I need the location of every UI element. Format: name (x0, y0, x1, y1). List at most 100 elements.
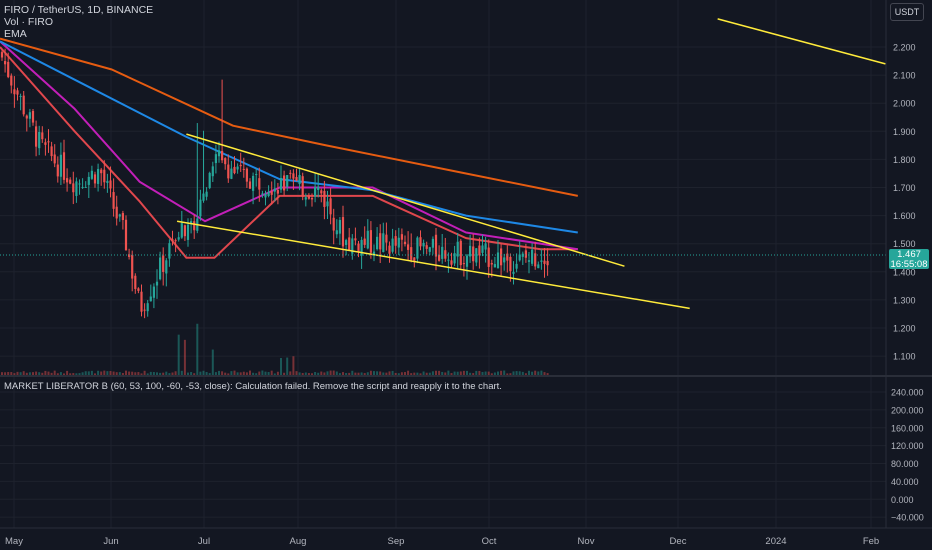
candle-body (438, 254, 441, 261)
volume-bar (94, 373, 96, 375)
volume-bar (400, 372, 403, 375)
candle-body (279, 177, 283, 190)
ema-line (0, 46, 578, 259)
volume-bar (47, 371, 50, 375)
volume-bar (273, 373, 276, 375)
price-tick-label: 1.600 (893, 211, 916, 221)
volume-bar (103, 370, 106, 375)
candle-body (431, 238, 434, 248)
volume-bar (38, 372, 41, 375)
volume-bar (317, 372, 320, 375)
volume-bar (351, 370, 354, 375)
candle-body (444, 250, 447, 259)
volume-bar (391, 370, 394, 375)
currency-button[interactable]: USDT (890, 3, 924, 21)
price-tick-label: 1.800 (893, 155, 916, 165)
volume-bar (462, 370, 465, 375)
candle-body (239, 164, 242, 167)
candle-body (224, 158, 227, 165)
candle-body (143, 309, 146, 311)
volume-bar (233, 370, 236, 375)
time-tick-label: Jun (103, 536, 118, 547)
volume-bar (419, 373, 422, 375)
candle-body (90, 170, 93, 179)
candle-body (403, 241, 407, 245)
time-tick-label: Sep (388, 536, 405, 547)
volume-bar (152, 372, 155, 375)
candle-body (165, 260, 168, 274)
volume-bar (202, 370, 205, 375)
candle-body (518, 254, 521, 261)
volume-bar (218, 370, 220, 375)
candle-body (106, 180, 109, 183)
candle-body (348, 237, 351, 251)
candle-body (360, 239, 363, 256)
volume-bar (307, 373, 310, 375)
volume-bar (59, 372, 62, 375)
volume-bar (32, 372, 34, 375)
candle-body (363, 238, 366, 245)
time-tick-label: Jul (198, 536, 210, 547)
candle-body (515, 263, 518, 269)
volume-bar (404, 372, 406, 375)
price-tick-label: 1.400 (893, 267, 916, 277)
volume-bar (255, 373, 258, 375)
volume-bar (500, 370, 503, 375)
grid (0, 0, 886, 528)
price-tick-label: 1.900 (893, 127, 916, 137)
volume-bar (149, 371, 152, 375)
volume-bar (267, 372, 270, 375)
volume-bar (174, 371, 177, 375)
symbol-title[interactable]: FIRO / TetherUS, 1D, BINANCE (4, 4, 154, 16)
price-axis[interactable]: 2.200 2.100 2.000 1.900 1.800 1.700 1.600 1.500… (893, 43, 916, 362)
volume-legend[interactable]: Vol · FIRO (4, 16, 54, 28)
candle-body (183, 225, 186, 237)
volume-bar (366, 372, 369, 375)
candle-body (546, 260, 549, 266)
time-axis[interactable]: May Jun Jul Aug Sep Oct Nov Dec 2024 Feb (5, 536, 879, 547)
countdown-value: 16:55:08 (890, 258, 928, 270)
volume-bar (258, 371, 261, 375)
volume-bar (490, 373, 493, 375)
candle-body (481, 245, 484, 253)
volume-bar (239, 372, 242, 375)
volume-bar (537, 371, 540, 375)
candle-body (227, 164, 230, 179)
candle-body (490, 263, 493, 265)
candle-body (221, 150, 224, 161)
volume-bar (283, 372, 286, 375)
candle-body (372, 251, 376, 256)
volume-bar (292, 356, 295, 375)
candle-body (25, 115, 28, 119)
candle-body (103, 169, 106, 183)
candle-body (493, 264, 496, 268)
candle-body (345, 240, 348, 245)
candle-body (329, 198, 332, 215)
candle-body (121, 213, 124, 221)
volume-bar (78, 373, 81, 375)
volume-bar (524, 373, 527, 375)
volume-bar (286, 357, 289, 375)
volume-bar (146, 373, 149, 375)
volume-bar (224, 372, 227, 375)
candle-body (382, 233, 385, 253)
volume-bar (159, 372, 162, 375)
price-tick-label: 2.100 (893, 71, 916, 81)
volume-bar (528, 370, 530, 375)
candle-body (338, 219, 341, 234)
candle-body (159, 257, 162, 280)
candle-body (19, 96, 22, 98)
volume-bar (314, 371, 317, 375)
candle-body (295, 177, 298, 181)
candle-body (540, 260, 543, 262)
candle-body (524, 250, 527, 258)
candle-body (335, 230, 338, 235)
volume-bar (354, 372, 357, 375)
ema-legend[interactable]: EMA (4, 28, 27, 40)
last-price-value: 1.467 (897, 249, 921, 260)
candle-body (41, 132, 44, 140)
indicator-axis[interactable]: 240.000 200.000 160.000 120.000 80.000 40.000… (891, 388, 924, 523)
volume-bar (7, 372, 10, 375)
volume-bar (493, 372, 496, 375)
